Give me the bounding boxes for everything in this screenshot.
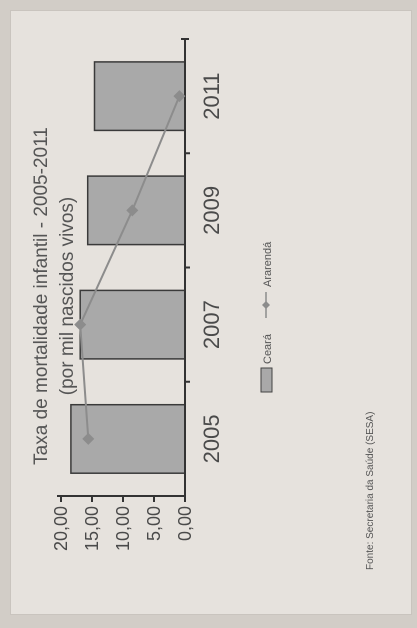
x-category-label: 2009 (199, 186, 224, 235)
line-point-2007 (74, 318, 87, 331)
legend-bar-swatch (260, 367, 273, 393)
line-ararenda (79, 95, 181, 439)
line-point-2011 (173, 90, 186, 103)
chart: Taxa de mortalidade infantil - 2005-2011… (15, 14, 395, 614)
line-point-2005 (82, 432, 95, 445)
x-category-labels: 2005 2007 2009 2011 (199, 72, 224, 463)
chart-subtitle: (por mil nascidos vivos) (57, 197, 78, 396)
line-series (74, 90, 186, 445)
axes (57, 38, 190, 497)
chart-canvas: Taxa de mortalidade infantil - 2005-2011… (31, 38, 376, 570)
legend-line-label: Ararendá (262, 241, 274, 287)
y-tick-label: 5,00 (144, 506, 164, 541)
x-category-label: 2011 (199, 72, 224, 119)
x-category-label: 2005 (199, 414, 224, 463)
x-category-label: 2007 (199, 300, 224, 349)
legend-line-marker (262, 301, 270, 309)
bar-2007 (79, 289, 186, 360)
y-tick-labels: 0,00 5,00 10,00 15,00 20,00 (51, 496, 195, 551)
source-note: Fonte: Secretaria da Saúde (SESA) (365, 412, 376, 570)
legend: Ceará Ararendá (260, 241, 274, 393)
y-tick-label: 0,00 (175, 506, 195, 541)
y-tick-label: 10,00 (113, 506, 133, 551)
line-point-2009 (126, 204, 139, 217)
legend-bar-label: Ceará (262, 333, 274, 364)
bar-2011 (93, 61, 186, 132)
y-tick-label: 15,00 (82, 506, 102, 551)
chart-title: Taxa de mortalidade infantil - 2005-2011 (31, 127, 52, 465)
y-tick-label: 20,00 (51, 506, 71, 551)
printed-page (10, 10, 412, 615)
